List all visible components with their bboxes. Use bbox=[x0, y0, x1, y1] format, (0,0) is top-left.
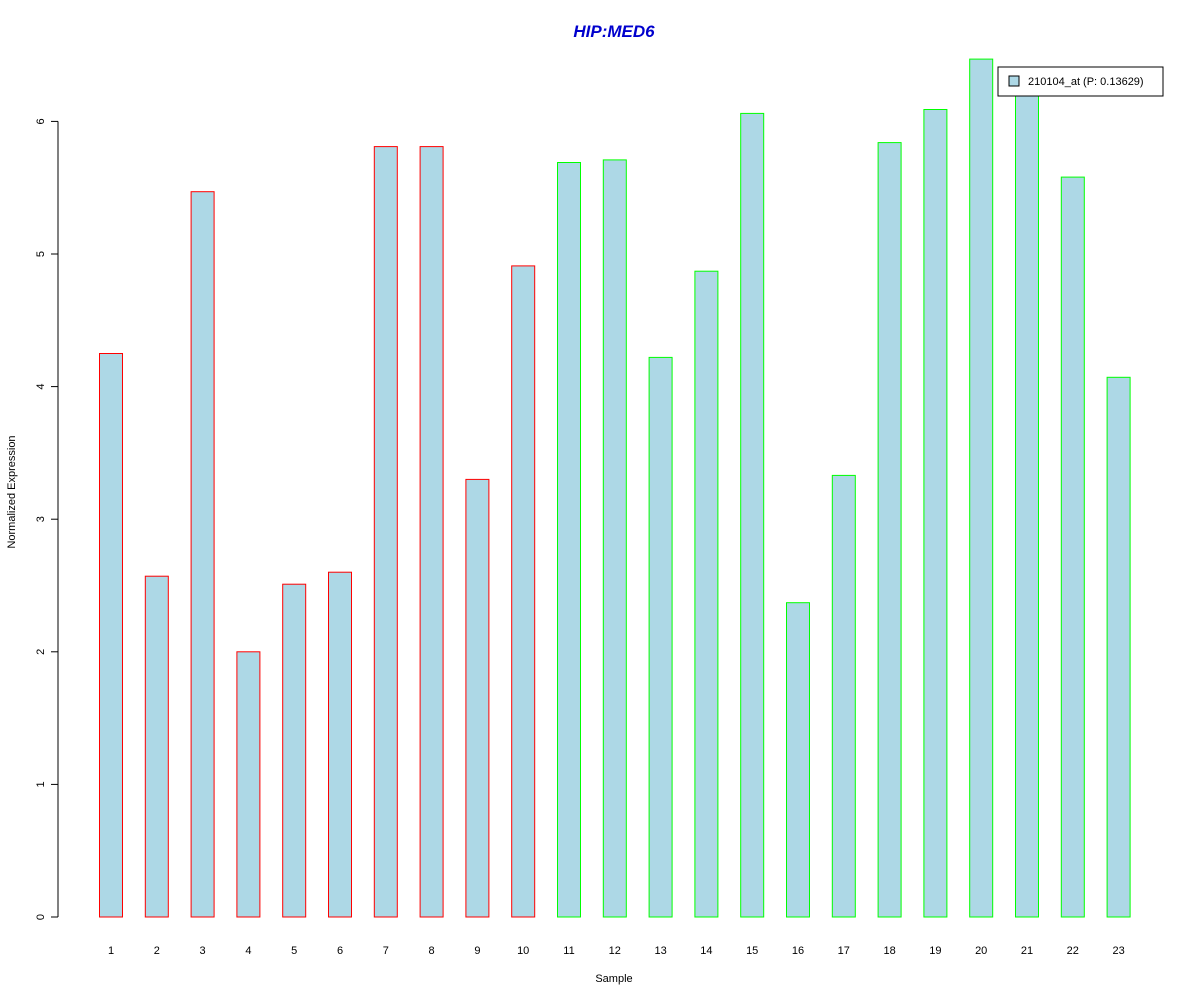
y-axis-label: Normalized Expression bbox=[6, 435, 18, 548]
x-axis-label: Sample bbox=[595, 973, 632, 985]
bar-sample-20 bbox=[969, 58, 994, 918]
x-tick-label: 8 bbox=[429, 945, 435, 957]
x-tick-label: 14 bbox=[700, 945, 712, 957]
x-tick-label: 22 bbox=[1067, 945, 1079, 957]
x-tick-label: 13 bbox=[654, 945, 666, 957]
x-tick-label: 15 bbox=[746, 945, 758, 957]
bar-sample-8 bbox=[419, 146, 444, 918]
y-tick-label: 5 bbox=[35, 251, 47, 257]
bar-sample-9 bbox=[465, 478, 490, 918]
bar-sample-6 bbox=[328, 571, 352, 918]
bars bbox=[99, 58, 1131, 918]
bar-sample-5 bbox=[282, 583, 307, 918]
y-tick-label: 4 bbox=[35, 384, 47, 390]
x-tick-labels: 1 2 3 4 5 6 7 8 9 10 11 12 13 14 15 16 17 18 19 20 21 22 23 bbox=[108, 945, 1125, 957]
x-tick-label: 12 bbox=[609, 945, 621, 957]
bar-sample-19 bbox=[923, 109, 948, 918]
x-tick-label: 19 bbox=[929, 945, 941, 957]
legend-label: 210104_at (P: 0.13629) bbox=[1028, 76, 1144, 88]
bar-sample-17 bbox=[831, 474, 856, 918]
bar-sample-13 bbox=[648, 356, 673, 918]
bar-sample-3 bbox=[190, 191, 215, 918]
x-tick-label: 7 bbox=[383, 945, 389, 957]
y-tick-label: 2 bbox=[35, 649, 47, 655]
y-tick-label: 3 bbox=[35, 516, 47, 522]
x-tick-label: 18 bbox=[883, 945, 895, 957]
x-tick-label: 21 bbox=[1021, 945, 1033, 957]
x-tick-label: 1 bbox=[108, 945, 114, 957]
x-tick-label: 10 bbox=[517, 945, 529, 957]
x-tick-label: 2 bbox=[154, 945, 160, 957]
chart-title: HIP:MED6 bbox=[573, 22, 655, 41]
bar-sample-23 bbox=[1106, 376, 1131, 918]
bar-sample-11 bbox=[557, 162, 581, 918]
bar-sample-10 bbox=[511, 265, 536, 918]
y-axis: 0 1 2 3 4 5 6 bbox=[35, 118, 59, 920]
x-tick-label: 5 bbox=[291, 945, 297, 957]
legend-swatch bbox=[1008, 75, 1020, 87]
bar-sample-16 bbox=[786, 602, 810, 918]
legend: 210104_at (P: 0.13629) bbox=[997, 66, 1164, 97]
bar-sample-1 bbox=[99, 353, 123, 918]
bar-sample-14 bbox=[694, 270, 719, 918]
x-tick-label: 16 bbox=[792, 945, 804, 957]
x-tick-label: 11 bbox=[563, 945, 574, 957]
y-tick-label: 6 bbox=[35, 118, 47, 124]
x-tick-label: 17 bbox=[838, 945, 850, 957]
x-tick-label: 9 bbox=[474, 945, 480, 957]
bar-sample-22 bbox=[1060, 176, 1085, 918]
legend-box bbox=[997, 66, 1164, 97]
x-tick-label: 20 bbox=[975, 945, 987, 957]
x-tick-label: 3 bbox=[200, 945, 206, 957]
bar-sample-18 bbox=[877, 142, 902, 918]
x-tick-label: 4 bbox=[245, 945, 251, 957]
bar-sample-12 bbox=[602, 159, 627, 918]
x-tick-label: 23 bbox=[1112, 945, 1124, 957]
bar-sample-15 bbox=[740, 112, 765, 918]
bar-sample-4 bbox=[236, 651, 261, 918]
y-tick-label: 1 bbox=[35, 781, 47, 787]
x-tick-label: 6 bbox=[337, 945, 343, 957]
bar-sample-7 bbox=[373, 146, 398, 918]
y-tick-label: 0 bbox=[35, 914, 47, 920]
bar-sample-2 bbox=[144, 575, 169, 918]
bar-sample-21 bbox=[1015, 81, 1039, 918]
